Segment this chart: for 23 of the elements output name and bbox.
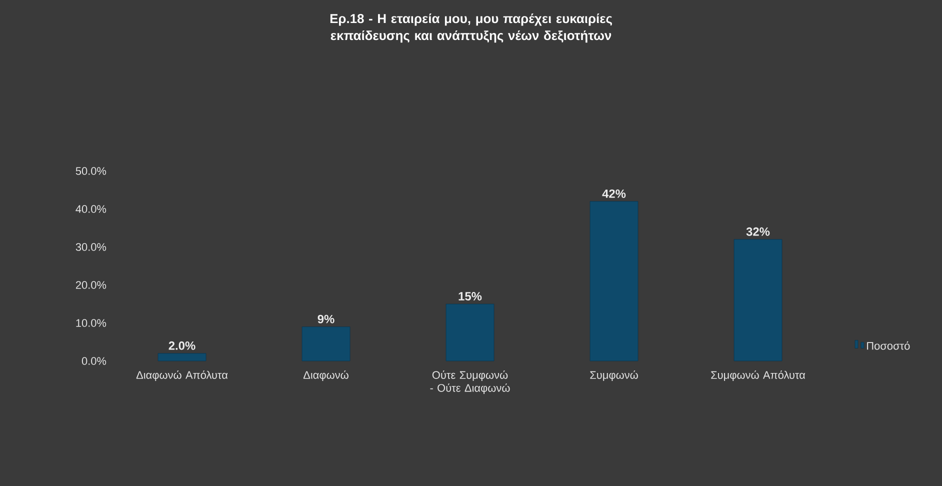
- y-tick-label: 50.0%: [76, 167, 106, 175]
- data-label: 9%: [318, 314, 334, 324]
- x-tick-label: Συμφωνώ: [590, 370, 638, 382]
- bar: [734, 239, 782, 362]
- bar: [158, 353, 206, 362]
- chart-title: Ερ.18 - Η εταιρεία μου, μου παρέχει ευκαιρίες εκπαίδευσης και ανάπτυξης νέων δεξιοτήτων: [330, 14, 612, 43]
- legend-label: Ποσοστό: [867, 341, 910, 350]
- data-label: 42%: [602, 189, 626, 198]
- x-tick-label: Διαφωνώ Απόλυτα: [136, 370, 228, 382]
- data-label: 32%: [746, 227, 770, 236]
- y-tick-label: 20.0%: [76, 281, 106, 289]
- y-tick-label: 10.0%: [76, 319, 106, 327]
- bar: [590, 201, 638, 362]
- x-tick-label: Διαφωνώ: [303, 370, 348, 382]
- data-label: 15%: [458, 292, 482, 300]
- x-tick-label: Συμφωνώ Απόλυτα: [711, 370, 806, 382]
- y-tick-label: 30.0%: [76, 243, 106, 251]
- y-tick-label: 0.0%: [82, 357, 106, 365]
- data-label: 2.0%: [168, 341, 196, 350]
- bar: [302, 326, 350, 362]
- x-tick-label: Ούτε Συμφωνώ - Ούτε Διαφωνώ: [430, 370, 510, 394]
- y-tick-label: 40.0%: [76, 205, 106, 213]
- bar: [446, 304, 494, 362]
